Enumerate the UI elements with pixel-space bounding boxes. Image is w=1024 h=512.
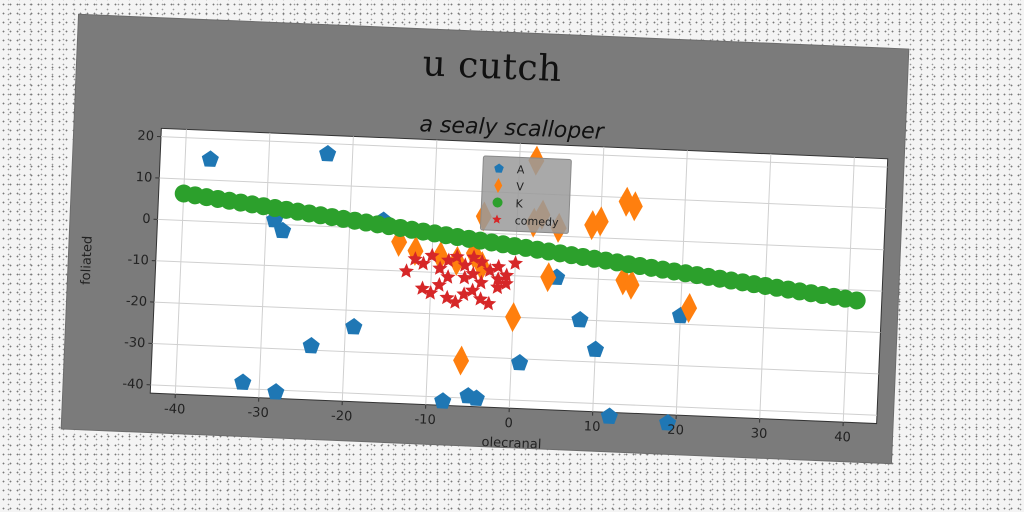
x-tick-label: 0 xyxy=(504,416,513,431)
series-k-point xyxy=(847,291,866,310)
series-comedy-point xyxy=(422,284,439,300)
series-v-point xyxy=(626,191,643,222)
x-tick-label: 10 xyxy=(584,419,601,435)
legend-box xyxy=(479,155,572,234)
series-comedy-point xyxy=(398,263,414,278)
series-a-point xyxy=(571,310,589,328)
series-v-point xyxy=(681,292,698,323)
y-tick-label: -30 xyxy=(124,335,146,351)
y-grid-line xyxy=(160,136,888,168)
series-comedy-point xyxy=(415,255,432,271)
series-a-point xyxy=(586,340,605,358)
y-axis-label: foliated xyxy=(79,236,96,286)
x-tick-label: -10 xyxy=(414,412,436,428)
series-comedy-point xyxy=(474,253,490,269)
series-comedy-point xyxy=(473,274,489,290)
y-tick-label: 0 xyxy=(142,212,151,227)
legend-label-v: V xyxy=(516,180,525,193)
series-v-point xyxy=(505,302,522,333)
legend-marker-v xyxy=(494,178,503,194)
series-a-point xyxy=(467,389,485,406)
legend-label-k: K xyxy=(515,197,524,210)
y-tick-label: 20 xyxy=(137,129,154,145)
series-a-point xyxy=(302,336,320,354)
x-tick-label: 40 xyxy=(834,430,851,446)
series-a-point xyxy=(274,221,292,239)
series-comedy-point xyxy=(464,282,481,298)
series-a-point xyxy=(234,373,252,390)
series-v-point xyxy=(432,241,449,272)
series-comedy-point xyxy=(457,269,473,285)
legend-label-a: A xyxy=(517,163,526,176)
legend-label-comedy: comedy xyxy=(515,214,560,229)
series-a-point xyxy=(434,392,452,409)
x-tick-label: -30 xyxy=(247,405,269,421)
series-comedy-point xyxy=(439,289,455,305)
figure-panel: u cutch a sealy scalloper -40 -30 -20 -10 0 1… xyxy=(61,14,909,464)
series-a-point xyxy=(267,383,285,400)
series-comedy-point xyxy=(447,294,463,309)
scatter-plot: a sealy scalloper -40 -30 -20 -10 0 10 20 30 402… xyxy=(79,112,889,453)
series-comedy-point xyxy=(414,280,430,296)
series-v-point xyxy=(618,186,635,217)
series-comedy-point xyxy=(466,249,482,265)
series-comedy-point xyxy=(440,269,456,284)
series-v-point xyxy=(453,345,470,376)
series-comedy-point xyxy=(490,258,507,274)
series-comedy-point xyxy=(431,277,447,292)
series-comedy-point xyxy=(457,257,473,273)
series-comedy-point xyxy=(424,247,440,263)
series-comedy-point xyxy=(481,295,497,311)
x-axis-label: olecranal xyxy=(481,435,541,452)
series-comedy-point xyxy=(449,248,465,264)
series-a-point xyxy=(201,150,219,167)
series-v-point xyxy=(623,269,640,300)
axis-ticks: -40 -30 -20 -10 0 10 20 30 40 20 10 0 -10 -20 -30 -40 xyxy=(122,129,851,446)
series-comedy-point xyxy=(432,260,448,276)
x-tick-label: -40 xyxy=(164,402,186,418)
series-comedy-point xyxy=(498,275,514,291)
series-comedy-point xyxy=(407,251,423,266)
series-comedy-point xyxy=(472,291,489,306)
series-comedy-point xyxy=(441,252,457,268)
series-a-point xyxy=(319,144,337,162)
series-comedy-point xyxy=(490,279,506,295)
x-tick-label: -20 xyxy=(331,409,353,425)
series-v-point xyxy=(540,262,557,293)
legend-marker-k xyxy=(492,197,503,208)
y-tick-label: -40 xyxy=(122,377,144,393)
series-a-point xyxy=(345,318,363,335)
series-a-point xyxy=(511,354,529,371)
series-a-point xyxy=(659,414,677,431)
series-a-point xyxy=(600,407,618,424)
series-v-point xyxy=(448,245,465,276)
series-v-point xyxy=(592,206,609,237)
y-tick-label: 10 xyxy=(135,170,152,186)
y-tick-label: -10 xyxy=(127,253,149,269)
series-comedy-point xyxy=(456,286,472,302)
legend-marker-comedy xyxy=(492,214,502,224)
series-comedy-point xyxy=(507,255,524,271)
x-tick-label: 20 xyxy=(667,423,684,439)
series-comedy-point xyxy=(490,271,506,286)
legend-marker-a xyxy=(494,163,504,173)
y-tick-label: -20 xyxy=(126,294,148,310)
series-comedy-point xyxy=(482,262,498,278)
x-tick-label: 30 xyxy=(750,426,767,442)
